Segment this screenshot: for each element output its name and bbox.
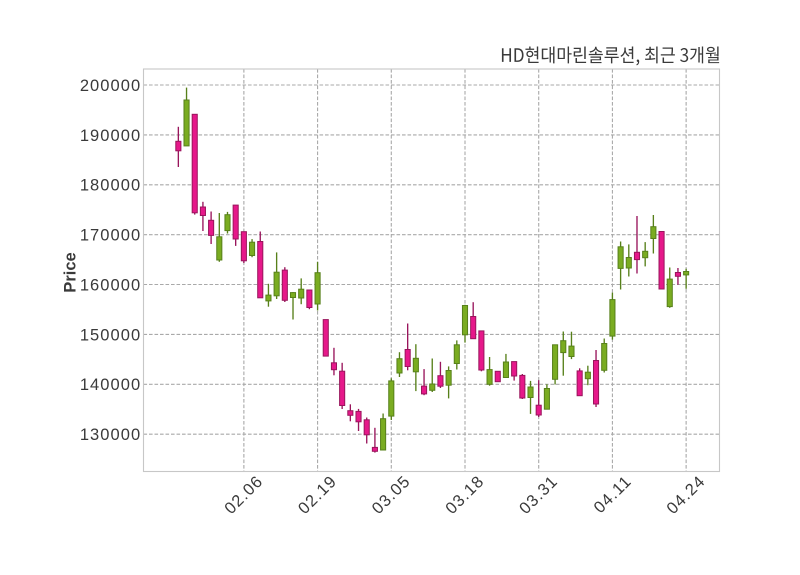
svg-text:150000: 150000 <box>80 326 141 344</box>
svg-text:160000: 160000 <box>80 276 141 294</box>
svg-text:140000: 140000 <box>80 376 141 394</box>
svg-text:170000: 170000 <box>80 227 141 245</box>
svg-text:Price: Price <box>62 252 80 292</box>
svg-text:190000: 190000 <box>80 127 141 145</box>
svg-text:130000: 130000 <box>80 426 141 444</box>
svg-text:200000: 200000 <box>80 77 141 95</box>
svg-text:180000: 180000 <box>80 177 141 195</box>
